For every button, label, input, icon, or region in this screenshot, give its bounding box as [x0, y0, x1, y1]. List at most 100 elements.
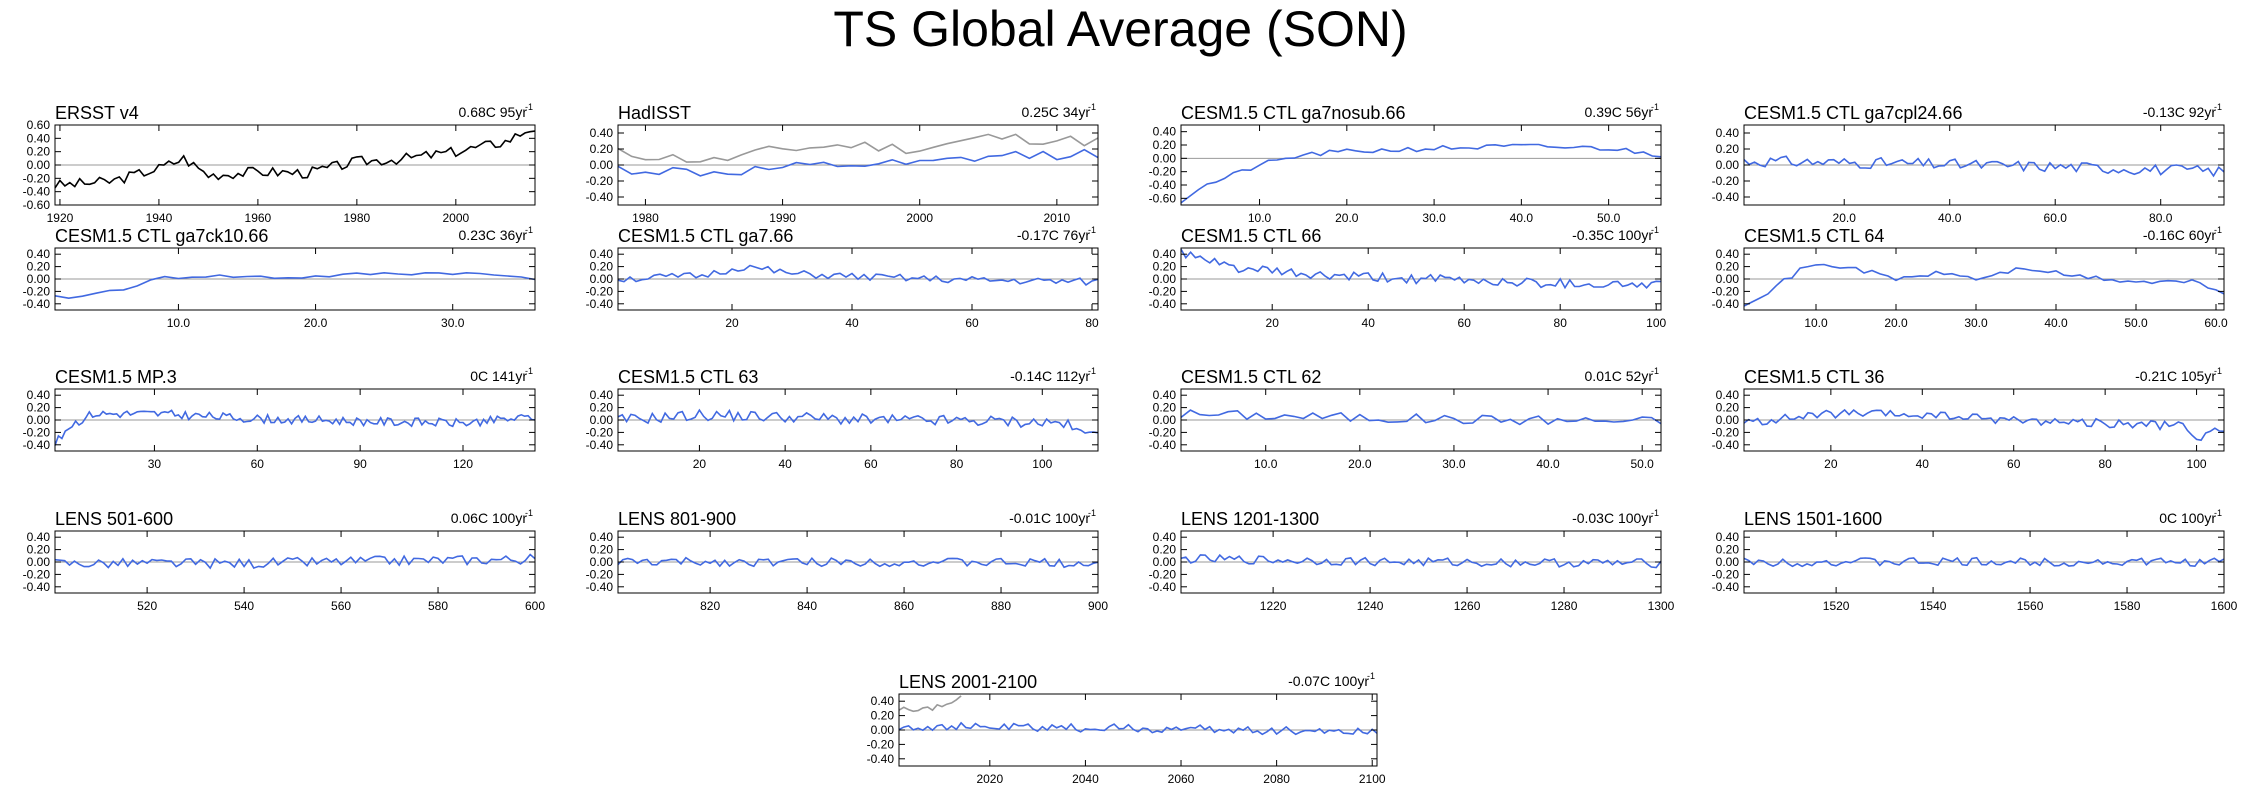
series-line-model	[1743, 155, 2225, 178]
xtick-label: 1520	[1823, 599, 1850, 613]
xtick-label: 900	[1088, 599, 1108, 613]
panel-trend: 0.68C 95yr	[459, 104, 528, 120]
panel-title: CESM1.5 CTL 62	[1181, 367, 1321, 387]
xtick-label: 1600	[2211, 599, 2238, 613]
series-line-model	[617, 556, 1099, 569]
panel-trend: -0.16C 60yr	[2143, 227, 2216, 243]
ytick-label: 0.00	[27, 272, 51, 286]
xtick-label: 2000	[442, 211, 469, 225]
panel-title: CESM1.5 CTL 66	[1181, 226, 1321, 246]
ytick-label: -0.40	[586, 580, 614, 594]
ytick-label: -0.20	[1149, 284, 1177, 298]
xtick-label: 10.0	[1248, 211, 1272, 225]
xtick-label: 600	[525, 599, 545, 613]
xtick-label: 80	[950, 457, 964, 471]
ytick-label: -0.40	[1712, 580, 1740, 594]
ytick-label: 0.00	[1716, 272, 1740, 286]
xtick-label: 2040	[1072, 772, 1099, 786]
xtick-label: 60	[1458, 316, 1472, 330]
xtick-label: 20.0	[304, 316, 328, 330]
ytick-label: -0.40	[1149, 297, 1177, 311]
ytick-label: 0.40	[1716, 126, 1740, 140]
panel-6: -0.40-0.200.000.200.40 20 40 60 80 100 CESM1.5…	[1149, 225, 1667, 330]
series-line-model	[1743, 556, 2225, 568]
panel-trend: 0C 100yr	[2159, 510, 2216, 526]
panel-trend-exponent: -1	[1651, 225, 1659, 235]
series-line-model	[617, 408, 1099, 434]
panel-title: CESM1.5 CTL ga7.66	[618, 226, 793, 246]
series-line-model	[1180, 409, 1662, 426]
panel-trend-exponent: -1	[1651, 102, 1659, 112]
series-line-model	[1180, 143, 1662, 204]
xtick-label: 40	[1362, 316, 1376, 330]
series-line-model	[54, 271, 536, 300]
page-title: TS Global Average (SON)	[833, 1, 1408, 57]
xtick-label: 1280	[1551, 599, 1578, 613]
panel-trend-exponent: -1	[525, 102, 533, 112]
xtick-label: 40.0	[2044, 316, 2068, 330]
ytick-label: 0.20	[27, 260, 51, 274]
ytick-label: 0.40	[590, 126, 614, 140]
ytick-label: 0.40	[27, 388, 51, 402]
ytick-label: 0.00	[590, 272, 614, 286]
ytick-label: -0.20	[1149, 165, 1177, 179]
ytick-label: -0.20	[1149, 425, 1177, 439]
xtick-label: 20.0	[1833, 211, 1857, 225]
panel-trend-exponent: -1	[1651, 366, 1659, 376]
series-line-overlay	[898, 695, 962, 713]
ytick-label: -0.20	[586, 174, 614, 188]
panel-4: -0.40-0.200.000.200.40 10.0 20.0 30.0 CESM1.…	[23, 225, 536, 330]
series-line-model	[1180, 248, 1662, 290]
xtick-label: 10.0	[1804, 316, 1828, 330]
panel-trend-exponent: -1	[2214, 102, 2222, 112]
xtick-label: 20.0	[1348, 457, 1372, 471]
ytick-label: -0.40	[586, 190, 614, 204]
xtick-label: 560	[331, 599, 351, 613]
xtick-label: 40	[845, 316, 859, 330]
panel-8: -0.40-0.200.000.200.40 30 60 90 120 CESM1.5 M…	[23, 366, 536, 471]
xtick-label: 50.0	[1597, 211, 1621, 225]
xtick-label: 1220	[1260, 599, 1287, 613]
panel-trend-exponent: -1	[1088, 366, 1096, 376]
ytick-label: -0.20	[1712, 284, 1740, 298]
panel-10: -0.40-0.200.000.200.40 10.0 20.0 30.0 40.0 50…	[1149, 366, 1662, 471]
ytick-label: -0.40	[1712, 297, 1740, 311]
xtick-label: 1940	[146, 211, 173, 225]
xtick-label: 100	[2187, 457, 2207, 471]
panel-15: -0.40-0.200.000.200.40 1520 1540 1560 1580 16…	[1712, 508, 2238, 613]
panel-2: -0.60-0.40-0.200.000.200.40 10.0 20.0 30.0 4…	[1149, 102, 1662, 225]
ytick-label: 0.20	[590, 401, 614, 415]
xtick-label: 1240	[1357, 599, 1384, 613]
panel-title: CESM1.5 CTL ga7ck10.66	[55, 226, 268, 246]
ytick-label: -0.20	[1712, 174, 1740, 188]
xtick-label: 90	[353, 457, 367, 471]
panel-11: -0.40-0.200.000.200.40 20 40 60 80 100 CESM1.5…	[1712, 366, 2225, 471]
panel-trend: -0.17C 76yr	[1017, 227, 1090, 243]
panel-trend: 0.01C 52yr	[1585, 368, 1654, 384]
series-line-model	[898, 721, 1378, 736]
xtick-label: 880	[991, 599, 1011, 613]
xtick-label: 50.0	[1630, 457, 1654, 471]
ytick-label: 0.40	[590, 530, 614, 544]
xtick-label: 80.0	[2149, 211, 2173, 225]
ytick-label: 0.20	[1716, 260, 1740, 274]
ytick-label: 0.00	[1716, 413, 1740, 427]
xtick-label: 120	[453, 457, 473, 471]
ytick-label: -0.40	[23, 297, 51, 311]
xtick-label: 80	[2098, 457, 2112, 471]
xtick-label: 30.0	[1422, 211, 1446, 225]
panel-title: HadISST	[618, 103, 691, 123]
xtick-label: 2020	[976, 772, 1003, 786]
ytick-label: -0.40	[23, 580, 51, 594]
xtick-label: 40	[1916, 457, 1930, 471]
panel-3: -0.40 -0.20 0.00 0.20 0.40 20.0 40.0 60.0 80.0 CE…	[1712, 102, 2225, 225]
ytick-label: 0.40	[871, 694, 895, 708]
xtick-label: 30.0	[1442, 457, 1466, 471]
ytick-label: 0.00	[590, 413, 614, 427]
ytick-label: 0.40	[1716, 247, 1740, 261]
ytick-label: 0.20	[1716, 543, 1740, 557]
panel-trend-exponent: -1	[2214, 508, 2222, 518]
xtick-label: 40.0	[1938, 211, 1962, 225]
ytick-label: -0.40	[1149, 178, 1177, 192]
